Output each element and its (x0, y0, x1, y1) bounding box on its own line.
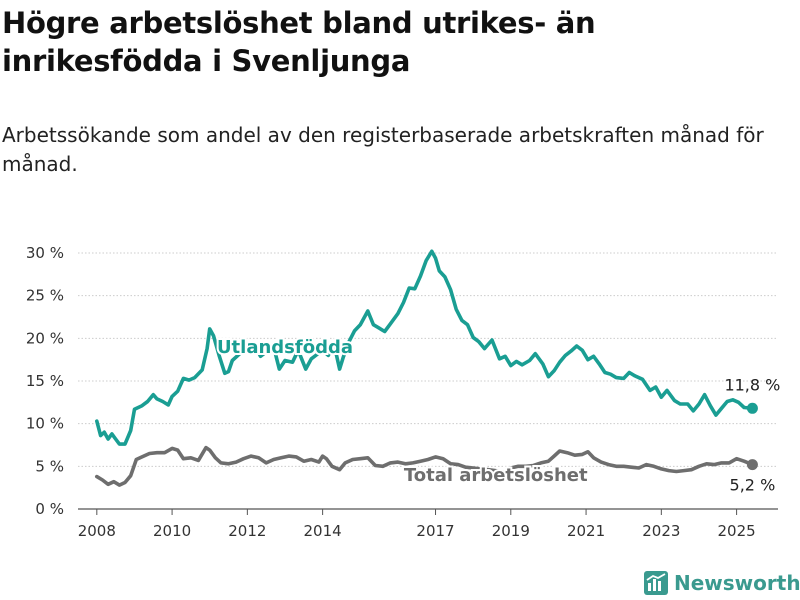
chart-title: Högre arbetslöshet bland utrikes- än inr… (2, 6, 596, 78)
axes: 0 % 5 % 10 % 15 % 20 % 25 % 30 % 2008 2010 2012 20… (26, 244, 756, 540)
series-name-label: Total arbetslöshet (404, 465, 588, 486)
series-line-1 (95, 445, 755, 487)
series-line-0 (95, 249, 755, 446)
x-tick-label: 2021 (567, 522, 605, 540)
x-tick-label: 2008 (78, 522, 116, 540)
series-lines (95, 249, 758, 487)
y-tick-label: 5 % (35, 457, 64, 475)
newsworthy-logo-icon (644, 571, 668, 595)
brand-name: Newsworthy (674, 571, 800, 595)
series-end-label: 5,2 % (730, 476, 776, 495)
x-tick-label: 2023 (642, 522, 680, 540)
x-tick-label: 2014 (304, 522, 342, 540)
y-tick-label: 15 % (26, 372, 64, 390)
y-tick-label: 0 % (35, 500, 64, 518)
series-end-label: 11,8 % (724, 375, 780, 394)
x-tick-label: 2025 (718, 522, 756, 540)
y-tick-label: 25 % (26, 287, 64, 305)
brand-logo: Newsworthy (644, 568, 800, 598)
chart-subtitle: Arbetssökande som andel av den registerb… (2, 123, 764, 176)
x-tick-label: 2010 (153, 522, 191, 540)
series-end-marker (746, 459, 758, 471)
x-tick-label: 2012 (228, 522, 266, 540)
x-tick-label: 2019 (492, 522, 530, 540)
series-name-label: Utlandsfödda (217, 337, 353, 358)
series-end-marker (746, 402, 758, 414)
x-tick-label: 2017 (416, 522, 454, 540)
y-tick-label: 20 % (26, 329, 64, 347)
series-labels: 11,8 % 5,2 % Utlandsfödda Total arbetslöshe… (215, 335, 780, 495)
y-tick-label: 30 % (26, 244, 64, 262)
y-tick-label: 10 % (26, 415, 64, 433)
